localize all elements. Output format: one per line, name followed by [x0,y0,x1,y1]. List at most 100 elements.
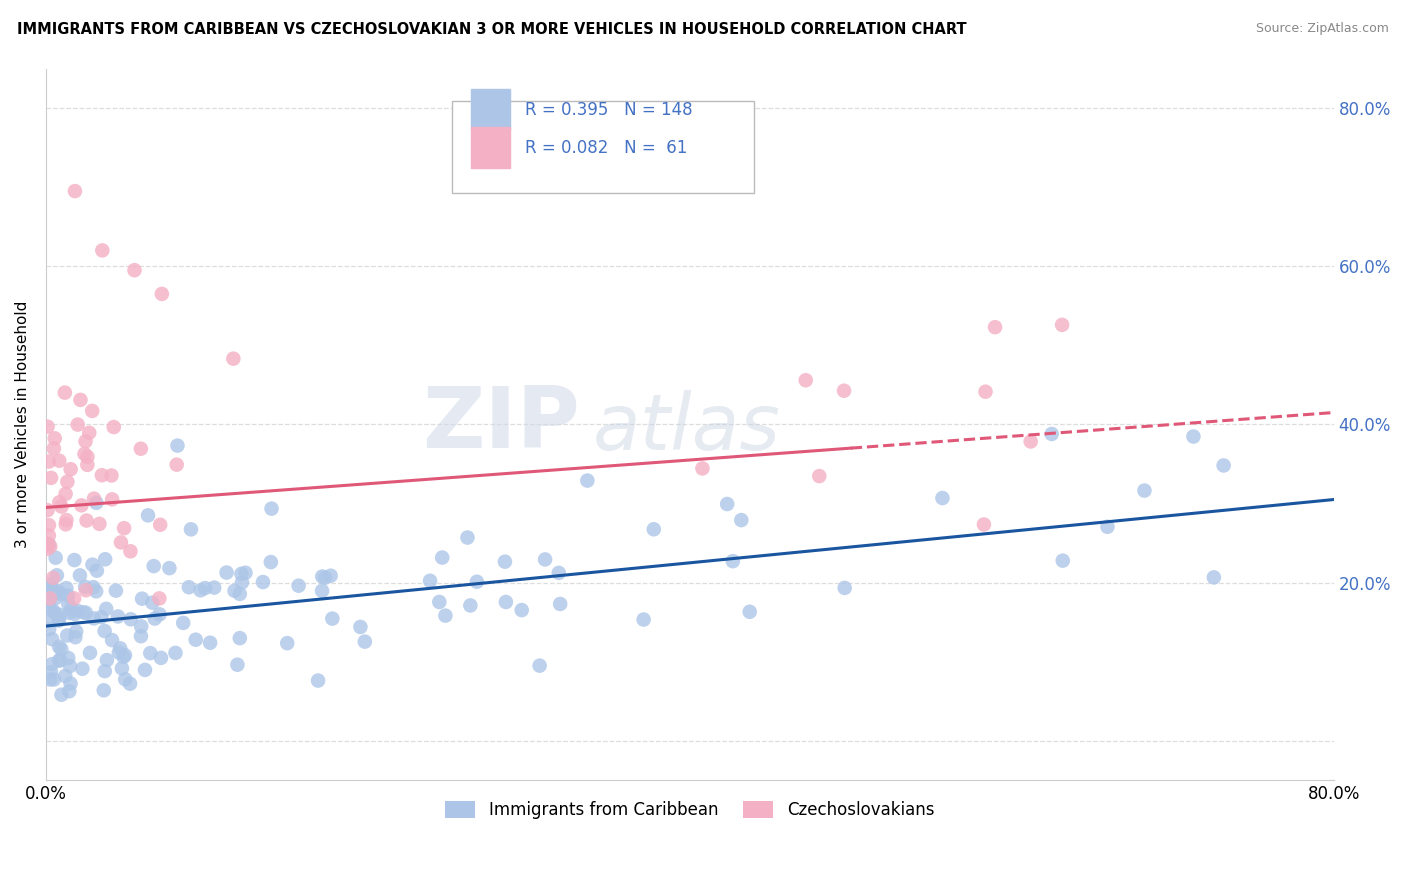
Point [107,609,129,624]
Point [194,581,217,595]
Point [51,642,73,657]
Point [69,392,91,407]
Point [49,607,72,622]
Point [576,474,599,488]
Point [129,619,152,633]
Point [76,458,98,472]
FancyBboxPatch shape [451,101,754,193]
Point [75,580,97,594]
Point [55,517,77,532]
Point [180,522,202,536]
Point [319,568,342,582]
Point [38,538,60,552]
Point [83,491,105,506]
Point [349,620,371,634]
Point [76,514,98,528]
Point [142,559,165,574]
Point [548,597,571,611]
Point [166,439,188,453]
Point [37,503,59,517]
Point [794,373,817,387]
Point [77,425,100,440]
Point [39,591,62,606]
Point [434,608,457,623]
Point [112,521,135,535]
Point [63,607,86,621]
Text: atlas: atlas [593,390,782,466]
Point [37,419,59,434]
Point [82,404,104,418]
Point [79,646,101,660]
Point [101,492,124,507]
Point [82,580,104,594]
Point [547,566,569,580]
Point [148,591,170,606]
Point [39,673,62,687]
Point [165,646,187,660]
Point [39,582,62,596]
Point [215,566,238,580]
Point [41,657,63,672]
Point [184,632,207,647]
Point [45,568,67,582]
Point [432,550,454,565]
Point [90,468,112,483]
Point [150,651,173,665]
Point [692,461,714,475]
Point [66,604,89,618]
Point [427,595,450,609]
Point [131,591,153,606]
Point [177,580,200,594]
Text: IMMIGRANTS FROM CARIBBEAN VS CZECHOSLOVAKIAN 3 OR MORE VEHICLES IN HOUSEHOLD COR: IMMIGRANTS FROM CARIBBEAN VS CZECHOSLOVA… [17,22,966,37]
Point [260,555,283,569]
Point [46,583,69,598]
Point [82,558,104,572]
Point [93,624,115,638]
Point [48,454,70,468]
Point [84,584,107,599]
Point [41,632,63,647]
Point [252,575,274,590]
Point [75,606,97,620]
Point [510,603,533,617]
Point [110,535,132,549]
Point [1133,483,1156,498]
Point [149,517,172,532]
Point [112,649,135,664]
Point [38,528,60,542]
Point [49,653,72,667]
Point [48,611,70,625]
Point [72,605,94,619]
Point [134,663,156,677]
Point [94,552,117,566]
Point [222,351,245,366]
Point [150,287,173,301]
Point [90,610,112,624]
Point [1212,458,1234,473]
Point [229,631,252,645]
Point [44,431,66,445]
Point [45,550,67,565]
Text: R = 0.395   N = 148: R = 0.395 N = 148 [524,101,693,119]
Point [42,442,65,456]
Point [38,622,60,636]
Point [353,634,375,648]
Point [1050,318,1073,332]
Point [70,499,93,513]
Point [37,541,59,556]
Point [89,516,111,531]
Point [72,662,94,676]
Point [63,591,86,606]
Point [101,633,124,648]
Point [157,561,180,575]
Point [38,611,60,625]
FancyBboxPatch shape [471,127,509,169]
Point [93,683,115,698]
Point [931,491,953,505]
Point [58,651,80,665]
Point [76,450,98,464]
Point [59,659,82,673]
Point [53,385,76,400]
Point [260,501,283,516]
Point [66,417,89,432]
